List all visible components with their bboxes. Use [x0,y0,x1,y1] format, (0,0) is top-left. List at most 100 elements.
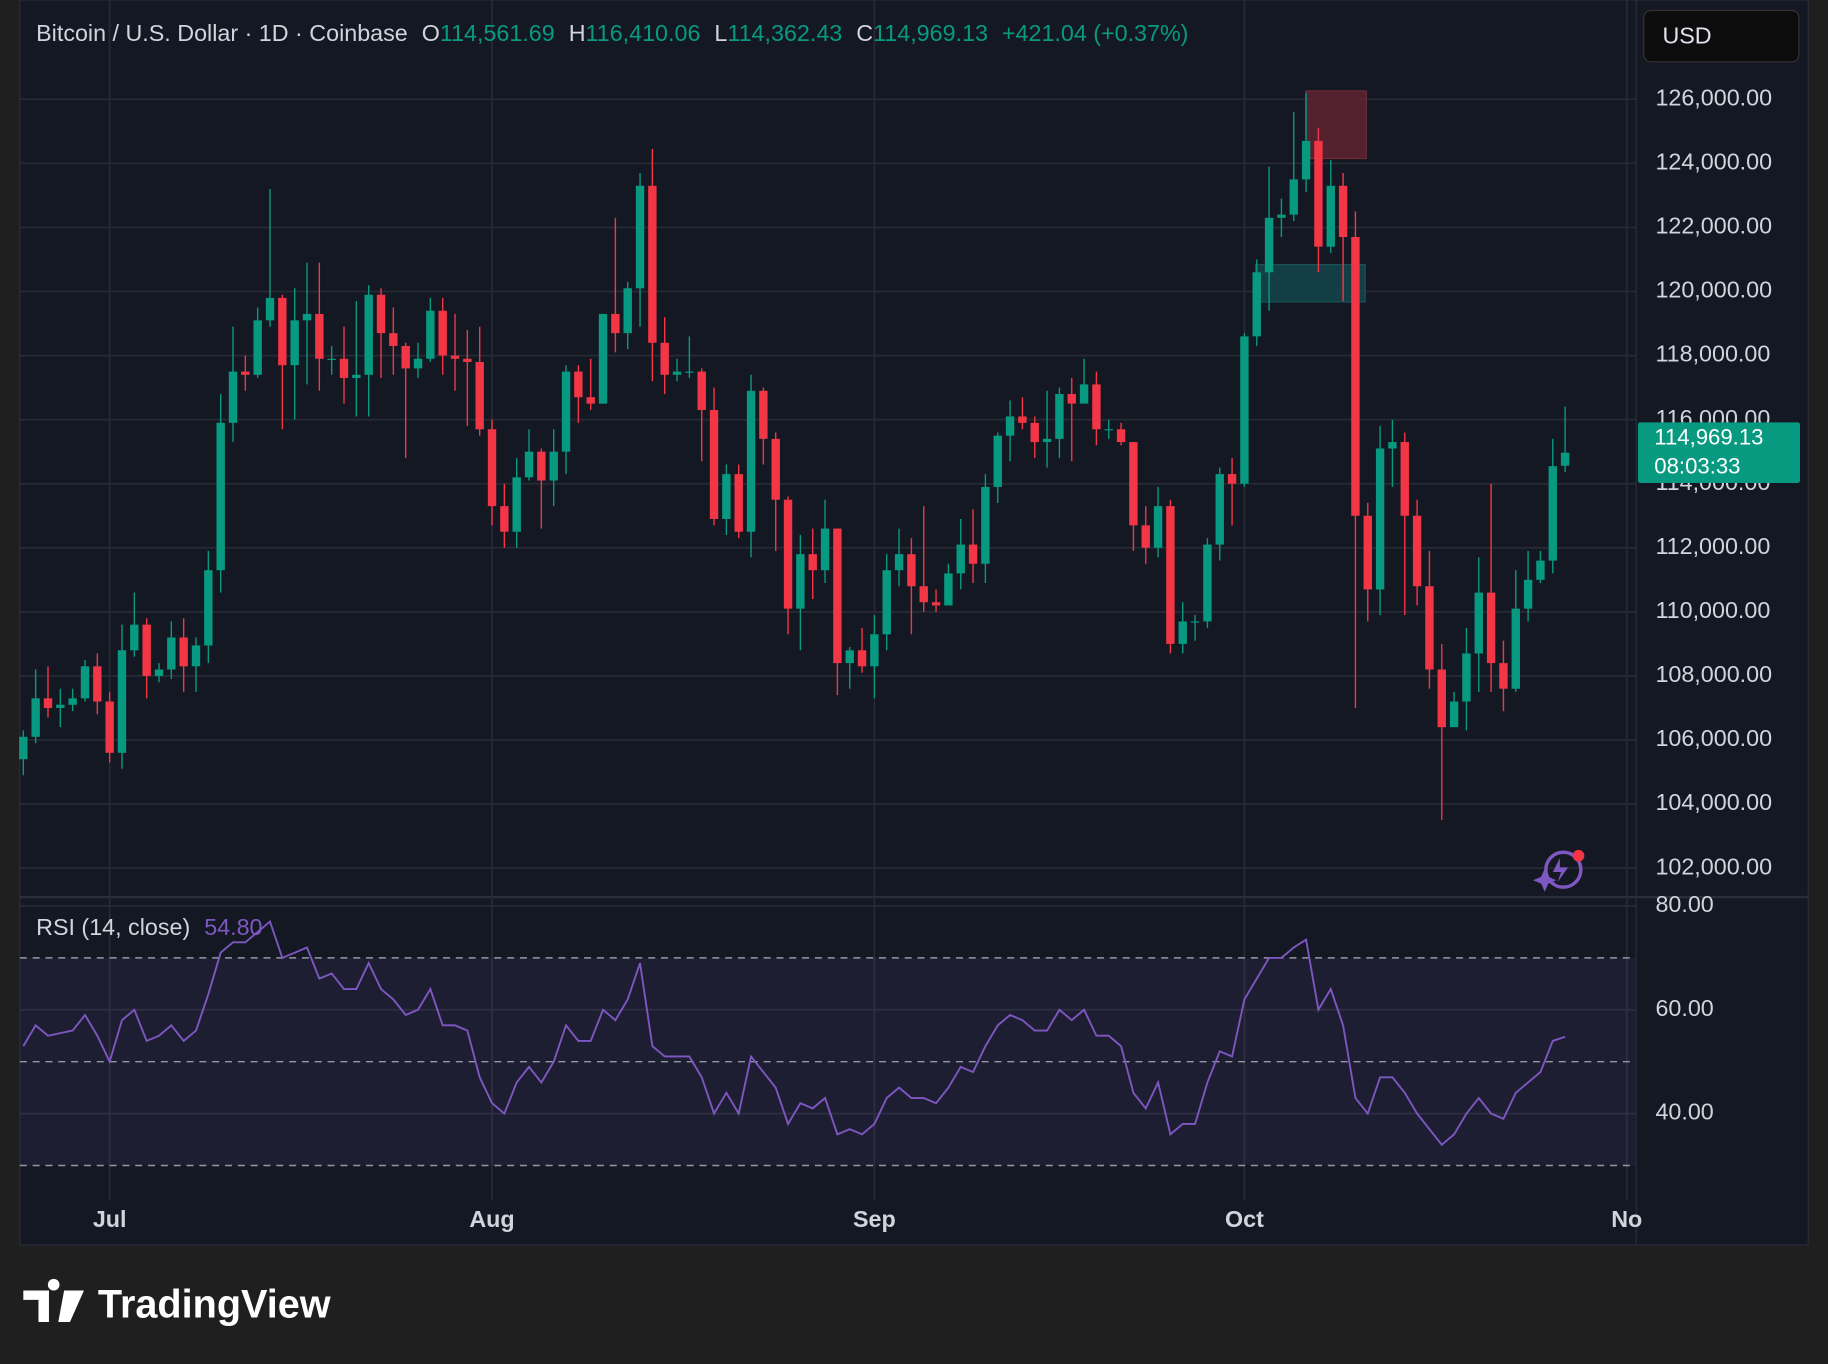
countdown-label: 08:03:33 [1654,454,1740,479]
currency-label[interactable]: USD [1662,22,1711,48]
candle-body [1178,621,1187,644]
candle-body [796,554,805,609]
y-tick-label: 102,000.00 [1655,853,1772,879]
candle-body [228,371,238,423]
candle-body [635,185,645,289]
candle-body [1203,544,1212,622]
candle-body [845,650,854,664]
candle-body [1252,272,1261,337]
grid [19,0,1636,1201]
candle-body [438,310,447,356]
y-tick-label: 110,000.00 [1655,597,1770,623]
candle-body [216,422,225,571]
high-value: 116,410.06 [586,20,701,46]
brand-name: TradingView [98,1282,331,1326]
candle-body [833,528,842,664]
candle-body [931,602,941,606]
candle-body [302,313,312,321]
candle-body [130,624,139,651]
candle-body [487,429,497,507]
candle-body [1338,185,1348,238]
x-tick-label: Aug [469,1206,514,1232]
candle-body [1511,608,1520,689]
candle-body [1289,179,1298,215]
change-value: +421.04 (+0.37%) [1002,20,1189,46]
candle-body [1499,663,1508,689]
candle-body [204,570,213,646]
candle-body [290,320,299,366]
y-tick-label: 60.00 [1655,995,1713,1021]
candle-body [783,499,793,609]
candle-body [241,371,250,375]
candle-body [709,410,719,519]
candle-body [1240,336,1249,484]
candle-body [574,371,583,398]
candle-body [1042,438,1052,443]
candle-body [537,451,546,481]
y-tick-label: 120,000.00 [1655,277,1772,303]
candle-body [1400,442,1409,516]
candle-body [1166,506,1175,644]
candle-body [1548,466,1557,561]
candle-body [475,361,484,430]
y-tick-label: 112,000.00 [1655,533,1770,559]
candle-body [648,185,657,343]
marks [19,92,1570,1147]
candle-body [1153,506,1163,548]
candle-body [1030,422,1039,443]
candle-body [944,573,953,606]
candle-body [68,698,77,705]
candle-body [1560,452,1570,466]
candle-body [894,554,904,571]
candle-body [1449,701,1459,728]
candle-body [1437,669,1446,728]
candle-body [1215,474,1224,545]
candle-body [1462,653,1471,702]
candle-body [1067,394,1076,404]
candle-body [1536,560,1545,580]
candle-body [31,698,40,737]
icon-dot [1572,849,1585,862]
candle-body [43,698,53,708]
assistant-icon[interactable] [1533,849,1585,892]
candle-body [956,544,965,574]
candle-body [968,544,978,564]
candle-body [253,320,262,375]
candle-body [179,637,188,667]
candle-body [981,486,990,564]
candle-body [426,310,435,359]
candle-body [1486,592,1496,664]
candle-body [1055,394,1064,439]
candle-body [1129,442,1138,526]
low-key: L [714,20,727,46]
y-tick-label: 118,000.00 [1655,341,1770,367]
brand-logo [23,1278,84,1323]
candle-body [672,371,682,375]
candle-body [820,528,830,571]
last-price-label: 114,969.13 [1654,425,1763,450]
candle-body [1018,416,1027,423]
candle-body [352,374,361,378]
candle-body [327,358,336,360]
candle-body [919,586,928,603]
candle-body [598,313,608,404]
y-tick-label: 80.00 [1655,891,1713,917]
candle-body [450,355,460,359]
candle-body [167,637,176,670]
x-tick-label: No [1611,1206,1642,1232]
candle-body [549,451,558,481]
candle-body [56,704,65,708]
candle-body [339,358,349,378]
y-tick-label: 126,000.00 [1655,84,1772,110]
candle-body [19,736,28,760]
candle-body [808,554,817,571]
candle-body [1375,448,1385,590]
candle-body [315,313,324,359]
y-tick-label: 108,000.00 [1655,661,1772,687]
last-price-marker [1637,422,1801,483]
candle-body [1227,474,1237,484]
candle-body [80,666,90,699]
rsi-header: RSI (14, close) 54.80 [36,914,262,940]
currency-button[interactable] [1643,9,1800,63]
